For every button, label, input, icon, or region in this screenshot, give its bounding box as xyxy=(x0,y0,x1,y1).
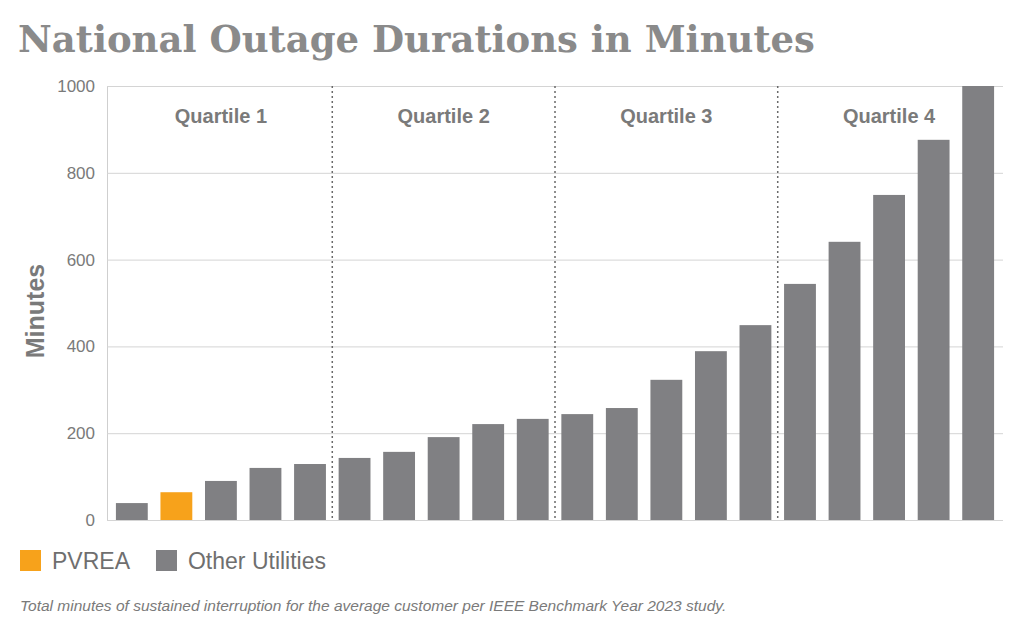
quartile-divider xyxy=(332,86,334,520)
quartile-label: Quartile 2 xyxy=(398,105,490,127)
quartile-label: Quartile 3 xyxy=(620,105,712,127)
bar xyxy=(428,437,460,520)
y-tick-label: 200 xyxy=(67,424,95,443)
legend: PVREA Other Utilities xyxy=(20,548,326,574)
title: National Outage Durations in Minutes xyxy=(18,17,815,61)
y-tick-label: 800 xyxy=(67,164,95,183)
bar xyxy=(650,380,682,520)
grid-line xyxy=(107,433,1003,434)
y-axis-title: Minutes xyxy=(21,264,49,358)
quartile-label: Quartile 1 xyxy=(175,105,267,127)
bar xyxy=(561,414,593,520)
bar xyxy=(472,424,504,520)
y-tick-label: 600 xyxy=(67,251,95,270)
y-axis-line xyxy=(107,87,108,521)
y-tick: 800 xyxy=(67,164,1003,183)
bar xyxy=(829,242,861,520)
bar xyxy=(383,452,415,520)
y-tick: 400 xyxy=(67,337,1003,356)
quartile-divider xyxy=(554,86,556,520)
y-tick-label: 1000 xyxy=(57,77,95,96)
caption: Total minutes of sustained interruption … xyxy=(20,597,726,614)
bar xyxy=(517,419,549,520)
bar xyxy=(873,195,905,520)
bar xyxy=(918,140,950,520)
bar xyxy=(250,468,282,520)
background xyxy=(0,0,1024,641)
x-axis xyxy=(108,520,1004,522)
y-tick-label: 400 xyxy=(67,337,95,356)
legend-swatch xyxy=(156,550,177,571)
bar xyxy=(339,458,371,520)
y-tick: 600 xyxy=(67,251,1003,270)
bar xyxy=(294,464,326,520)
legend-swatch xyxy=(20,550,41,571)
grid-line xyxy=(107,260,1003,261)
legend-label: PVREA xyxy=(52,548,131,574)
x-axis-line xyxy=(108,520,1004,521)
grid-line xyxy=(107,520,1003,521)
legend-label: Other Utilities xyxy=(188,548,326,574)
y-axis: 0 200 400 600 800 1000 xyxy=(57,77,1003,530)
y-tick-label: 0 xyxy=(86,511,95,530)
quartile-label: Quartile 4 xyxy=(843,105,936,127)
bar xyxy=(962,86,994,520)
bar xyxy=(116,503,148,520)
bar xyxy=(205,481,237,520)
bar xyxy=(606,408,638,520)
bar xyxy=(740,325,772,520)
bar xyxy=(784,284,816,520)
bar xyxy=(695,351,727,520)
y-tick: 1000 xyxy=(57,77,1003,96)
bar xyxy=(160,492,192,520)
quartile-divider xyxy=(777,86,779,520)
bars xyxy=(116,86,994,520)
